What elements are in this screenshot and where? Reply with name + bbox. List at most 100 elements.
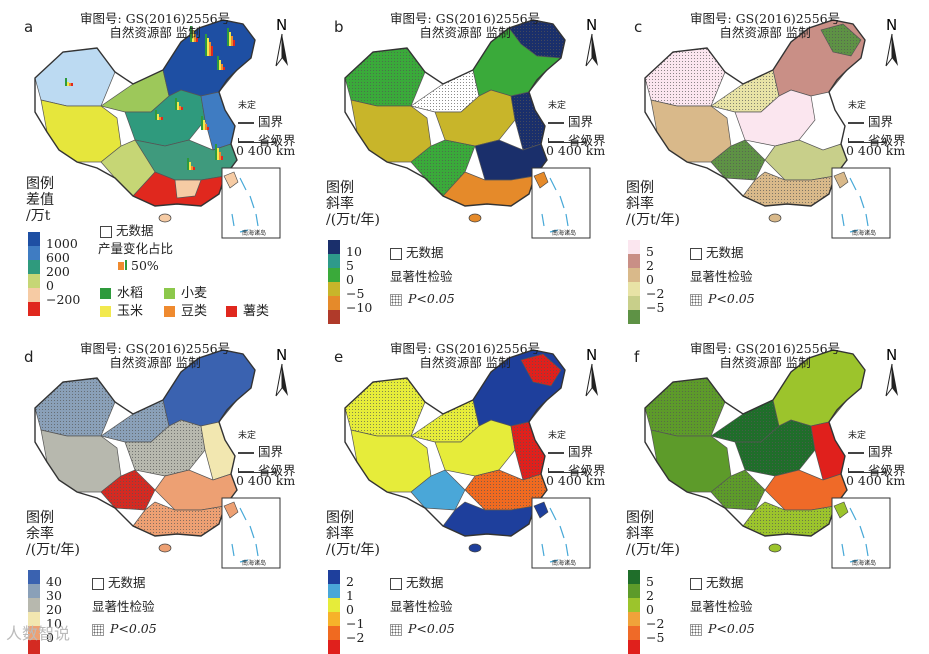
no-data-label: 无数据 [116,223,154,238]
review-line-2: 自然资源部 监制 [719,25,811,40]
panel-letter: f [634,348,640,366]
legend-unit: /万t [26,208,51,224]
review-number: 审图号: GS(2016)2556号 自然资源部 监制 [690,342,840,370]
legend-unit: /(万t/年) [326,212,380,228]
legend-word: 图例 [26,510,54,526]
ramp-label: 10 [46,616,62,631]
scale-bar: 0 400 km [236,468,295,488]
significance-hatching [645,378,725,436]
north-arrow-icon: N [880,16,904,78]
ramp-swatch [628,310,640,324]
scale-bar: 0 400 km [546,138,605,158]
crop-share-bar [221,156,223,160]
scale-bar: 0 400 km [846,138,905,158]
inset-label: 南海诸岛 [242,560,267,567]
provincial-border-legend: 省级界 [848,460,906,479]
review-line-1: 审图号: GS(2016)2556号 [80,341,231,356]
legend-label: 斜率 [626,196,654,212]
china-map-a [34,19,281,239]
significance-hatching [711,400,779,442]
ramp-swatch [28,246,40,260]
significance-hatching [743,502,835,536]
crop-share-bar [196,38,198,42]
ramp-swatch [28,288,40,302]
ramp-label: −5 [346,286,365,301]
crop-share-bar [161,117,163,120]
national-border-legend: 国界 [848,111,906,130]
svg-text:N: N [276,346,287,364]
legend-title: 图例 斜率/(万t/年) [626,510,680,558]
crop-share-bar [217,148,219,160]
province-region [200,421,236,481]
ramp-swatch [28,260,40,274]
no-data-legend: 无数据 [100,220,154,239]
ramp-label: 0 [346,272,354,287]
ramp-label: 5 [646,244,654,259]
inset-label: 南海诸岛 [552,230,577,237]
province-region [350,429,432,493]
crop-swatch [226,306,237,317]
review-line-1: 审图号: GS(2016)2556号 [80,11,231,26]
china-map-f [644,349,891,569]
national-border-legend: 国界 [548,111,606,130]
review-line-1: 审图号: GS(2016)2556号 [390,341,541,356]
p-value-legend: P<0.05 [690,621,755,636]
border-legend: 未定 国界 省级界 [848,98,906,149]
ramp-swatch [28,570,40,584]
ramp-swatch [328,282,340,296]
crop-share-bar [71,83,73,86]
crop-share-bar [190,26,192,42]
crop-share-bar [209,42,211,56]
provincial-border-legend: 省级界 [848,130,906,149]
legend-label: 余率 [26,526,54,542]
no-data-swatch [100,225,112,238]
ramp-label: 40 [46,574,62,589]
crop-share-bar [179,106,181,110]
significance-hatching [345,378,425,436]
crop-swatch [164,288,175,299]
ramp-label: −1 [346,616,365,631]
crop-share-bar [221,64,223,70]
ramp-label: 20 [46,602,62,617]
crop-share-bar [229,32,231,46]
significance-hatching [711,470,765,510]
ramp-label: 0 [46,630,54,645]
ramp-label: 5 [346,258,354,273]
legend-label: 斜率 [326,196,354,212]
crop-share-bar [201,116,203,130]
legend-word: 图例 [326,510,354,526]
crop-share-bar [181,107,183,110]
significance-hatching [133,502,225,536]
ramp-swatch [628,254,640,268]
ramp-swatch [328,584,340,598]
significance-legend: 显著性检验 P<0.05 [690,596,755,636]
crop-share-bar [187,158,189,170]
undetermined-label: 未定 [548,101,567,111]
ramp-label: −200 [46,292,81,307]
china-map-b [344,19,591,239]
inset-label: 南海诸岛 [852,230,877,237]
significance-hatching [821,24,861,56]
ramp-swatch [628,612,640,626]
undetermined-label: 未定 [848,431,867,441]
province-region [40,429,122,493]
national-border [644,349,866,537]
legend-label: 斜率 [326,526,354,542]
crop-share-bar [189,162,191,170]
panel-letter: d [24,348,34,366]
panel-letter: a [24,18,34,36]
province-region [350,99,432,163]
ramp-label: 0 [646,272,654,287]
significance-legend: 显著性检验 P<0.05 [390,596,455,636]
ramp-label: 0 [646,602,654,617]
ramp-label: 2 [646,258,654,273]
national-border [344,19,566,207]
ramp-label: 10 [346,244,362,259]
significance-hatching [743,172,835,206]
share-label: 产量变化占比 [98,241,174,256]
svg-text:N: N [586,16,597,34]
legend-word: 图例 [326,180,354,196]
ramp-label: −2 [646,286,665,301]
ramp-label: −5 [646,300,665,315]
legend-title: 图例 差值/万t [26,176,54,224]
